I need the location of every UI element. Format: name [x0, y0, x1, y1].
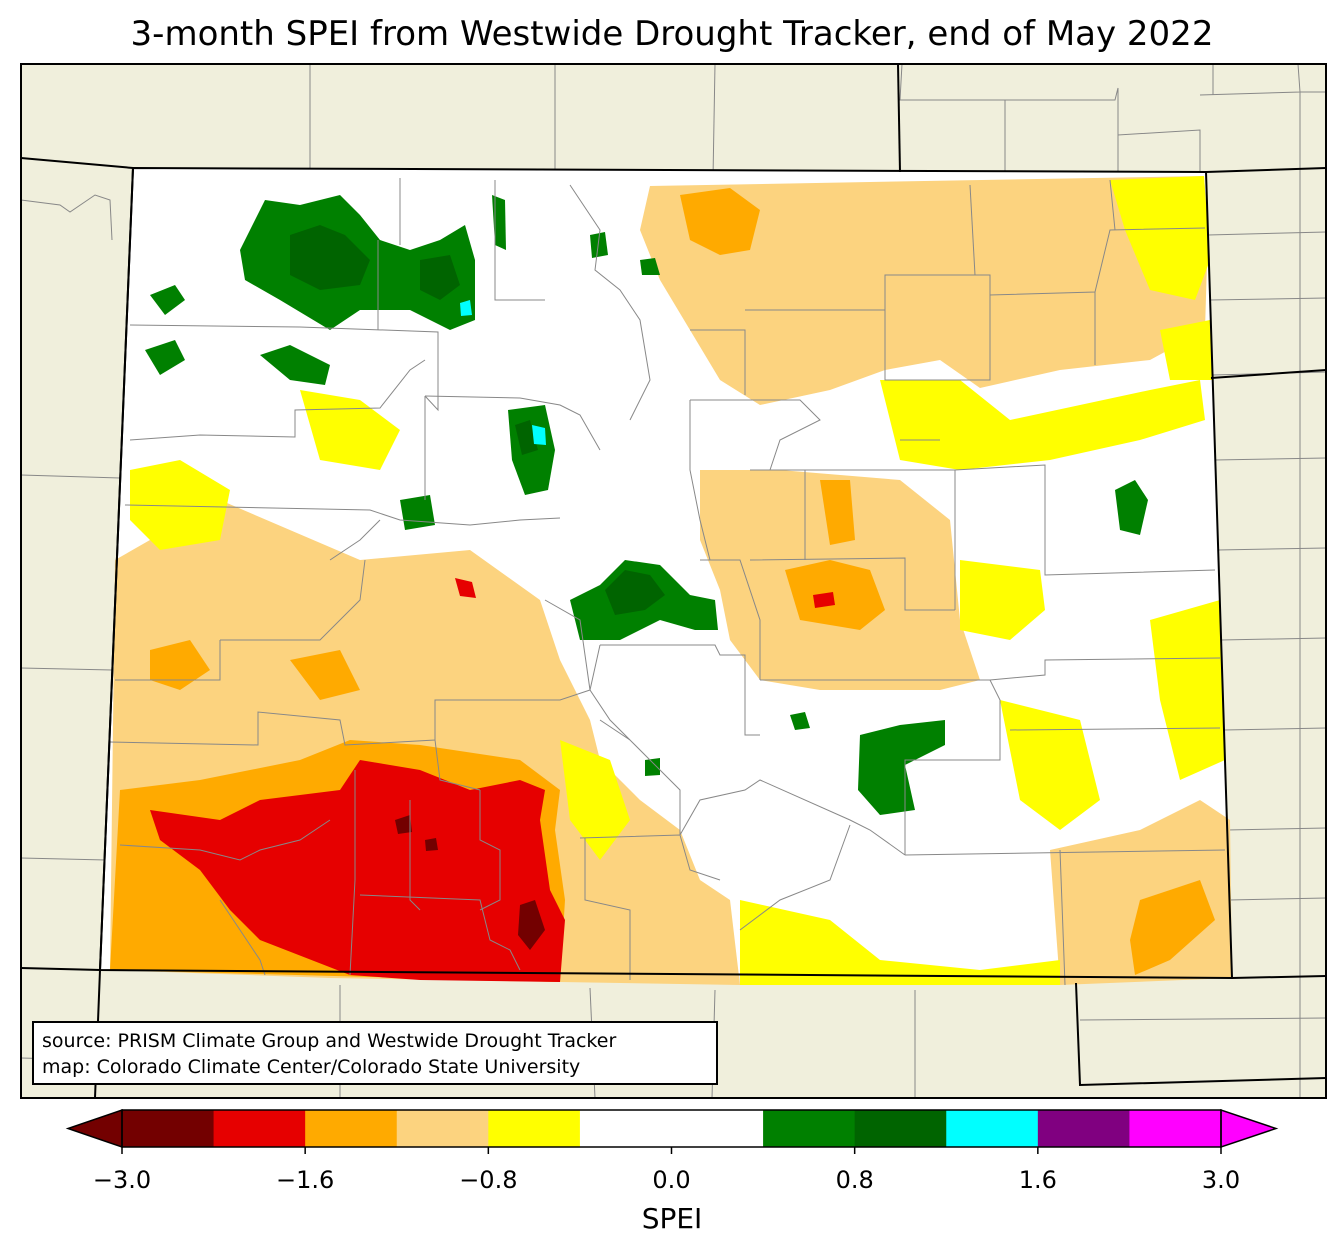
map-credit-line: map: Colorado Climate Center/Colorado St… — [42, 1056, 581, 1078]
spei-cyan-areas — [460, 300, 546, 445]
colorbar-tick-label: 0.0 — [652, 1166, 691, 1194]
state-boundaries — [20, 63, 1327, 1099]
spei-colorbar — [65, 1108, 1279, 1154]
colorbar-high-extend-arrow — [1220, 1108, 1279, 1149]
source-attribution: source: PRISM Climate Group and Westwide… — [32, 1021, 718, 1085]
colorbar-bin — [579, 1110, 672, 1147]
spei-yellow-areas — [130, 176, 1225, 985]
colorbar-bin — [488, 1110, 581, 1147]
colorbar-tick-label: −0.8 — [459, 1166, 518, 1194]
spei-dark-red-areas — [395, 815, 545, 950]
source-line: source: PRISM Climate Group and Westwide… — [42, 1030, 617, 1052]
colorbar-bin — [396, 1110, 489, 1147]
colorbar-bin — [671, 1110, 764, 1147]
colorbar-tick-label: −3.0 — [92, 1166, 152, 1194]
map-frame — [20, 63, 1327, 1099]
colorbar-label: SPEI — [641, 1202, 703, 1235]
colorbar-tick-label: 3.0 — [1201, 1166, 1241, 1194]
spei-red-areas — [150, 578, 835, 982]
colorbar-bin — [763, 1110, 856, 1147]
colorbar-bin — [305, 1110, 398, 1147]
colorbar-bin — [122, 1110, 215, 1147]
colorbar-bin — [1037, 1110, 1130, 1147]
colorbar-tick-label: 1.6 — [1018, 1166, 1057, 1194]
colorbar-tick-label: −1.6 — [276, 1166, 335, 1194]
spei-dark-green-areas — [290, 225, 665, 615]
map-title: 3-month SPEI from Westwide Drought Track… — [130, 14, 1214, 54]
colorbar-bin — [1129, 1110, 1222, 1147]
colorbar-tick-label: 0.8 — [835, 1166, 874, 1194]
colorbar-bin — [854, 1110, 947, 1147]
colorado-county-lines — [109, 178, 1226, 986]
colorbar-low-extend-arrow — [65, 1108, 123, 1149]
colorbar-bin — [946, 1110, 1039, 1147]
colorbar-bin — [213, 1110, 306, 1147]
